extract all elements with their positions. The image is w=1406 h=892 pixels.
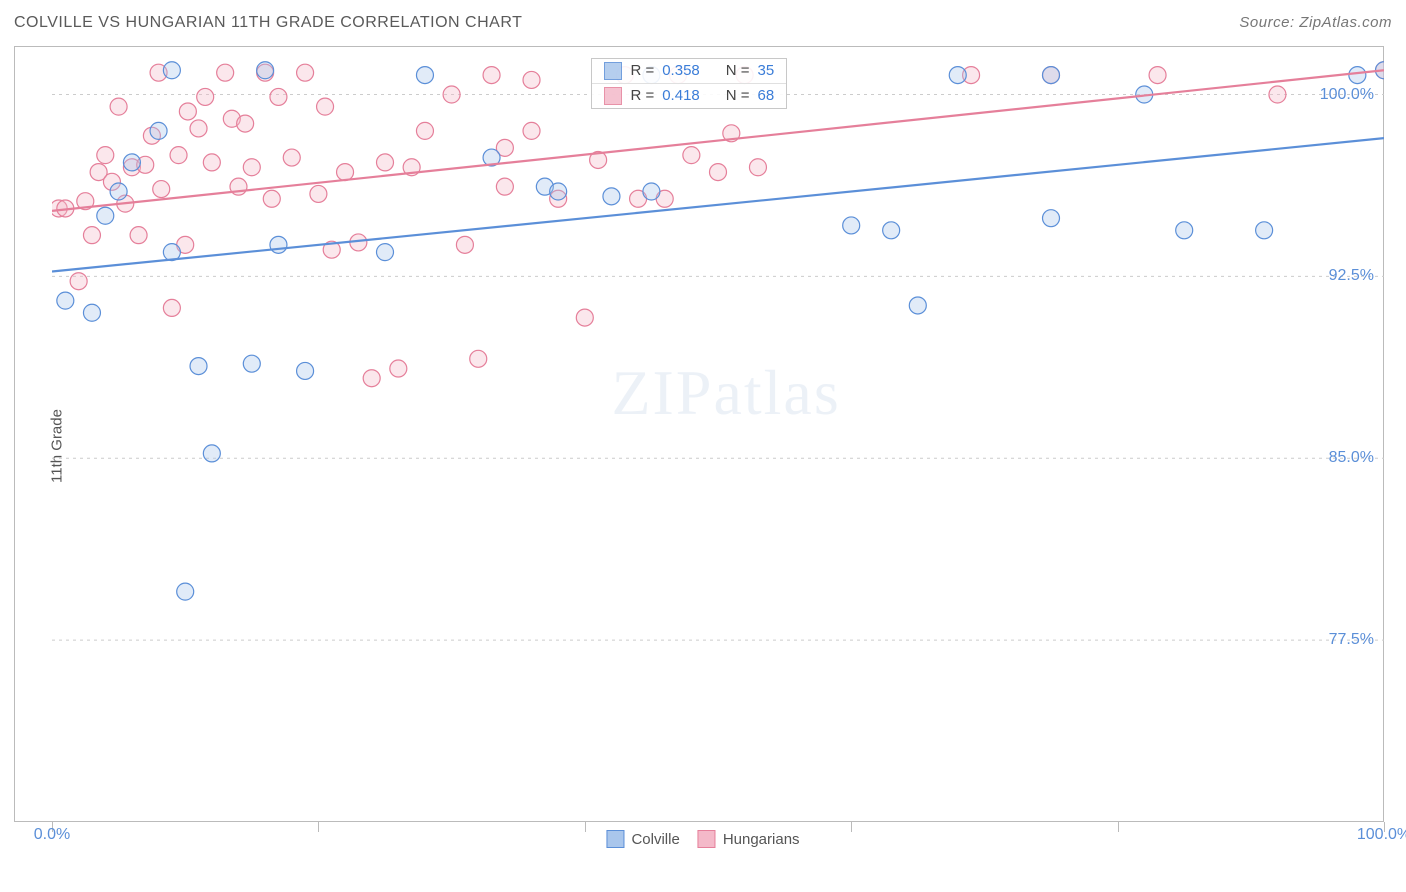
swatch-icon: [606, 830, 624, 848]
x-tick: [318, 822, 319, 832]
legend-item-colville: Colville: [606, 830, 679, 848]
swatch-icon: [698, 830, 716, 848]
y-tick-label: 85.0%: [1329, 449, 1374, 467]
source-citation: Source: ZipAtlas.com: [1239, 14, 1392, 32]
swatch-icon: [604, 62, 622, 80]
plot-svg: [52, 46, 1384, 822]
legend-label: Colville: [631, 831, 679, 848]
correlation-legend: R = 0.358N = 35R = 0.418N = 68: [591, 58, 787, 109]
plot-area: ZIPatlas R = 0.358N = 35R = 0.418N = 68: [52, 46, 1384, 822]
y-tick-label: 92.5%: [1329, 267, 1374, 285]
legend-label: Hungarians: [723, 831, 800, 848]
series-legend: Colville Hungarians: [606, 830, 799, 848]
correlation-row: R = 0.358N = 35: [592, 59, 786, 84]
x-tick-label: 100.0%: [1357, 826, 1406, 844]
x-tick: [1118, 822, 1119, 832]
y-tick-label: 77.5%: [1329, 631, 1374, 649]
swatch-icon: [604, 87, 622, 105]
chart-title: COLVILLE VS HUNGARIAN 11TH GRADE CORRELA…: [14, 14, 522, 32]
y-tick-label: 100.0%: [1320, 86, 1374, 104]
x-tick: [585, 822, 586, 832]
x-tick-label: 0.0%: [34, 826, 70, 844]
x-tick: [851, 822, 852, 832]
correlation-row: R = 0.418N = 68: [592, 84, 786, 108]
legend-item-hungarians: Hungarians: [698, 830, 800, 848]
chart-header: COLVILLE VS HUNGARIAN 11TH GRADE CORRELA…: [14, 14, 1392, 32]
